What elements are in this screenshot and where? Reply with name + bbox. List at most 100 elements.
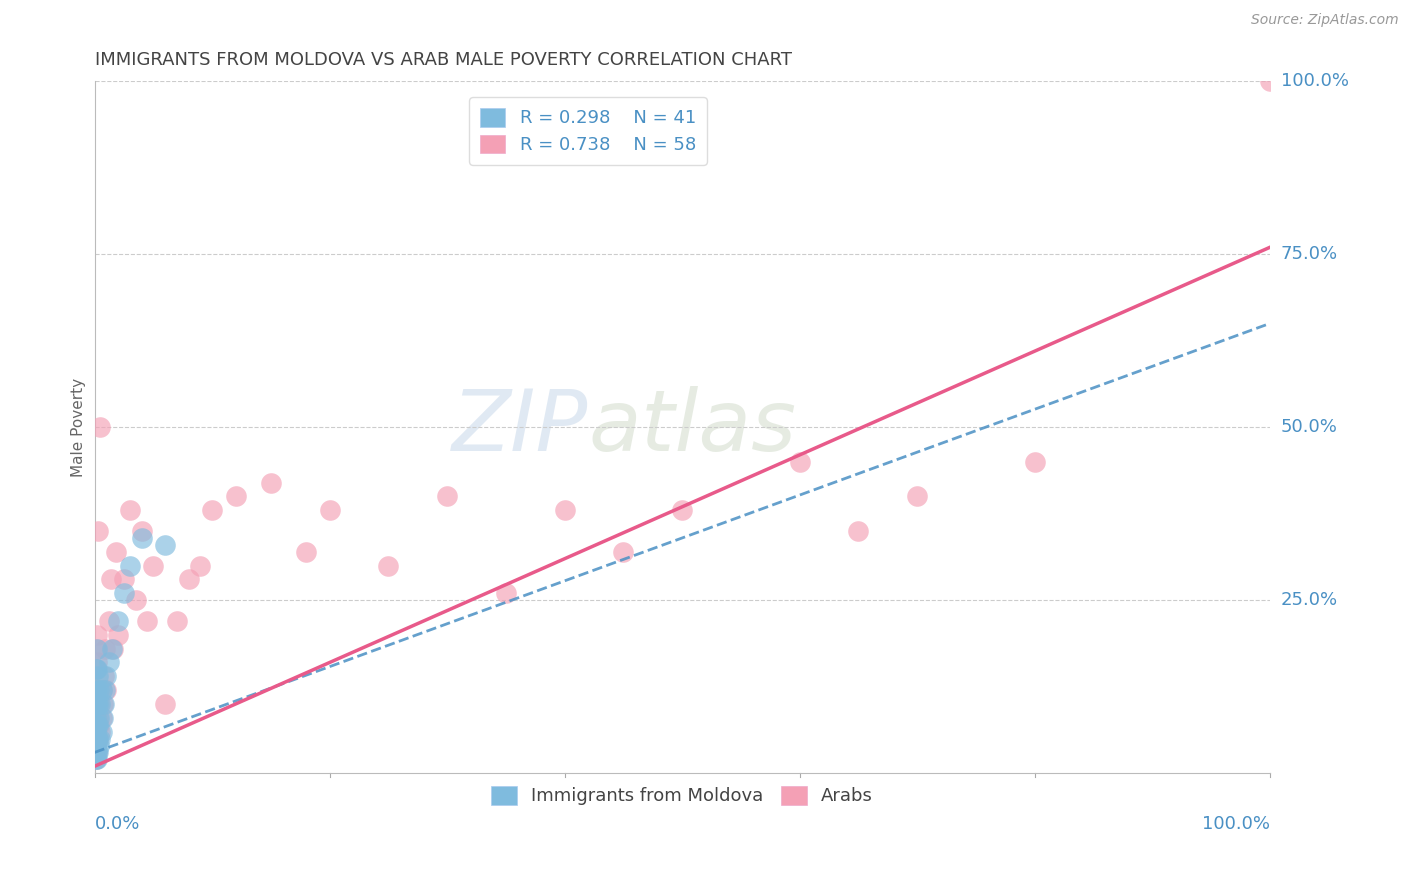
Text: Source: ZipAtlas.com: Source: ZipAtlas.com bbox=[1251, 13, 1399, 28]
Point bbox=[118, 558, 141, 573]
Point bbox=[1258, 74, 1281, 88]
Point bbox=[84, 711, 107, 725]
Point bbox=[318, 503, 340, 517]
Text: ZIP: ZIP bbox=[451, 385, 588, 469]
Point bbox=[86, 628, 108, 642]
Point bbox=[84, 724, 107, 739]
Point bbox=[107, 628, 129, 642]
Point bbox=[436, 490, 458, 504]
Point bbox=[201, 503, 224, 517]
Point bbox=[153, 697, 176, 711]
Point bbox=[86, 752, 108, 766]
Point bbox=[131, 531, 153, 545]
Point bbox=[495, 586, 517, 600]
Point bbox=[84, 662, 107, 676]
Point bbox=[107, 614, 129, 628]
Point bbox=[84, 697, 107, 711]
Point bbox=[90, 724, 112, 739]
Point bbox=[87, 669, 110, 683]
Point bbox=[612, 545, 634, 559]
Point bbox=[93, 697, 115, 711]
Point bbox=[97, 614, 120, 628]
Point bbox=[260, 475, 283, 490]
Point bbox=[84, 662, 107, 676]
Point bbox=[188, 558, 211, 573]
Point bbox=[153, 538, 176, 552]
Point bbox=[87, 697, 110, 711]
Point bbox=[848, 524, 870, 538]
Point bbox=[87, 711, 110, 725]
Point bbox=[89, 697, 111, 711]
Point bbox=[93, 669, 115, 683]
Point bbox=[225, 490, 247, 504]
Point bbox=[166, 614, 188, 628]
Point bbox=[94, 641, 117, 656]
Point bbox=[104, 545, 127, 559]
Point bbox=[94, 683, 117, 698]
Point bbox=[89, 711, 111, 725]
Point bbox=[84, 739, 107, 753]
Point bbox=[84, 731, 107, 746]
Y-axis label: Male Poverty: Male Poverty bbox=[72, 377, 86, 477]
Point bbox=[377, 558, 399, 573]
Point bbox=[87, 731, 110, 746]
Point bbox=[112, 573, 135, 587]
Point bbox=[84, 724, 107, 739]
Point bbox=[86, 656, 108, 670]
Point bbox=[89, 724, 111, 739]
Text: 50.0%: 50.0% bbox=[1281, 418, 1337, 436]
Point bbox=[84, 739, 107, 753]
Point bbox=[86, 731, 108, 746]
Point bbox=[789, 455, 811, 469]
Point bbox=[103, 641, 125, 656]
Text: 75.0%: 75.0% bbox=[1281, 245, 1339, 263]
Point bbox=[86, 718, 108, 732]
Text: IMMIGRANTS FROM MOLDOVA VS ARAB MALE POVERTY CORRELATION CHART: IMMIGRANTS FROM MOLDOVA VS ARAB MALE POV… bbox=[94, 51, 792, 69]
Point bbox=[101, 641, 124, 656]
Point bbox=[86, 641, 108, 656]
Text: 0.0%: 0.0% bbox=[94, 814, 141, 833]
Point bbox=[86, 697, 108, 711]
Point bbox=[136, 614, 159, 628]
Point bbox=[177, 573, 200, 587]
Point bbox=[86, 683, 108, 698]
Point bbox=[86, 662, 108, 676]
Point bbox=[142, 558, 165, 573]
Point bbox=[905, 490, 928, 504]
Point bbox=[90, 683, 112, 698]
Point bbox=[89, 718, 111, 732]
Point bbox=[86, 683, 108, 698]
Point bbox=[554, 503, 576, 517]
Point bbox=[112, 586, 135, 600]
Point bbox=[84, 752, 107, 766]
Point bbox=[87, 746, 110, 760]
Point bbox=[90, 711, 112, 725]
Point bbox=[89, 683, 111, 698]
Point bbox=[86, 731, 108, 746]
Point bbox=[86, 711, 108, 725]
Point bbox=[89, 697, 111, 711]
Point bbox=[84, 683, 107, 698]
Point bbox=[1024, 455, 1046, 469]
Point bbox=[86, 746, 108, 760]
Point bbox=[97, 656, 120, 670]
Point bbox=[125, 593, 148, 607]
Point bbox=[90, 683, 112, 698]
Point bbox=[84, 683, 107, 698]
Point bbox=[89, 731, 111, 746]
Point bbox=[87, 718, 110, 732]
Text: 25.0%: 25.0% bbox=[1281, 591, 1339, 609]
Text: 100.0%: 100.0% bbox=[1202, 814, 1270, 833]
Point bbox=[91, 697, 114, 711]
Point bbox=[89, 420, 111, 434]
Point bbox=[84, 641, 107, 656]
Point bbox=[84, 746, 107, 760]
Point bbox=[100, 573, 122, 587]
Point bbox=[84, 697, 107, 711]
Text: 100.0%: 100.0% bbox=[1281, 72, 1348, 90]
Point bbox=[96, 669, 118, 683]
Point bbox=[91, 711, 114, 725]
Point bbox=[131, 524, 153, 538]
Point bbox=[118, 503, 141, 517]
Point bbox=[89, 739, 111, 753]
